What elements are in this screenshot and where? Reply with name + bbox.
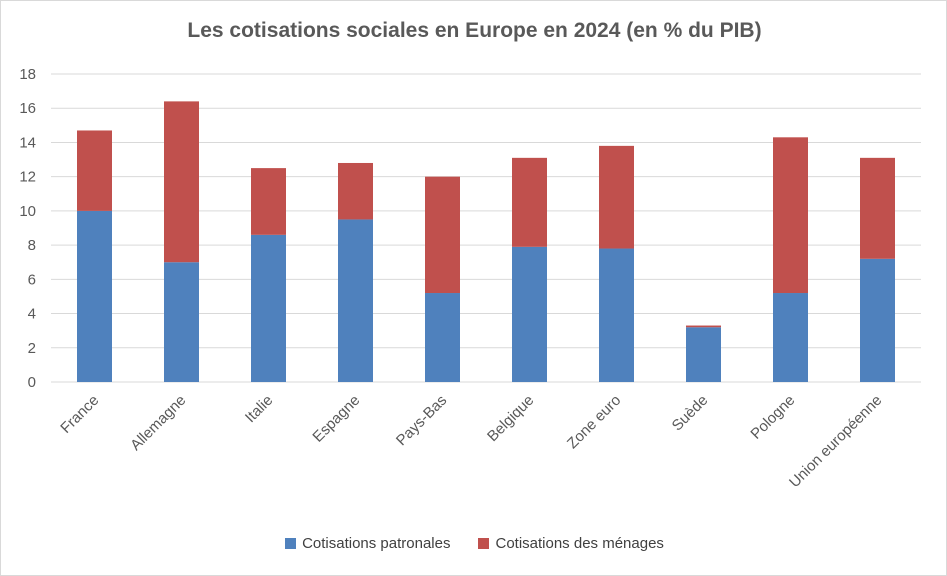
bar-menages-0 bbox=[77, 130, 112, 211]
bar-patronales-3 bbox=[338, 219, 373, 382]
x-tick-label-3: Espagne bbox=[309, 392, 363, 446]
chart-title: Les cotisations sociales en Europe en 20… bbox=[187, 19, 762, 42]
y-tick-label-10: 10 bbox=[19, 203, 36, 220]
y-tick-label-0: 0 bbox=[28, 374, 36, 391]
bar-patronales-9 bbox=[860, 258, 895, 382]
bar-menages-5 bbox=[512, 157, 547, 247]
x-tick-label-9: Union européenne bbox=[786, 392, 885, 491]
x-tick-label-8: Pologne bbox=[747, 392, 798, 443]
x-tick-label-0: France bbox=[57, 392, 102, 437]
bar-patronales-4 bbox=[425, 293, 460, 382]
legend: Cotisations patronales Cotisations des m… bbox=[1, 535, 947, 552]
bar-patronales-8 bbox=[773, 293, 808, 382]
legend-item-patronales: Cotisations patronales bbox=[285, 535, 450, 552]
legend-label-menages: Cotisations des ménages bbox=[495, 535, 664, 552]
bar-menages-2 bbox=[251, 168, 286, 235]
bar-patronales-0 bbox=[77, 210, 112, 382]
bar-menages-7 bbox=[686, 325, 721, 328]
bar-patronales-7 bbox=[686, 327, 721, 382]
bar-menages-9 bbox=[860, 157, 895, 259]
x-tick-label-6: Zone euro bbox=[564, 392, 624, 452]
legend-item-menages: Cotisations des ménages bbox=[478, 535, 664, 552]
legend-label-patronales: Cotisations patronales bbox=[302, 535, 451, 552]
x-tick-label-2: Italie bbox=[242, 392, 276, 426]
legend-swatch-patronales bbox=[285, 538, 297, 549]
y-tick-label-6: 6 bbox=[28, 271, 36, 288]
y-tick-label-14: 14 bbox=[19, 134, 36, 151]
legend-swatch-menages bbox=[478, 538, 490, 549]
x-tick-label-5: Belgique bbox=[484, 392, 537, 445]
bar-menages-6 bbox=[599, 145, 634, 249]
bar-patronales-1 bbox=[164, 262, 199, 382]
chart-plot: 0 2 4 6 8 10 12 14 16 18 France Allemagne Italie Espa… bbox=[19, 66, 921, 491]
bar-patronales-5 bbox=[512, 246, 547, 382]
y-tick-label-18: 18 bbox=[19, 66, 36, 83]
bar-patronales-2 bbox=[251, 234, 286, 382]
y-tick-label-16: 16 bbox=[19, 100, 36, 117]
y-tick-label-4: 4 bbox=[28, 306, 36, 323]
bar-menages-3 bbox=[338, 162, 373, 220]
x-tick-label-1: Allemagne bbox=[127, 392, 189, 454]
x-tick-label-4: Pays-Bas bbox=[393, 392, 450, 449]
x-tick-label-7: Suède bbox=[669, 392, 712, 435]
bar-menages-4 bbox=[425, 176, 460, 294]
bar-menages-8 bbox=[773, 137, 808, 294]
bar-menages-1 bbox=[164, 101, 199, 263]
y-tick-label-8: 8 bbox=[28, 237, 36, 254]
y-tick-label-12: 12 bbox=[19, 169, 36, 186]
y-tick-label-2: 2 bbox=[28, 340, 36, 357]
bar-patronales-6 bbox=[599, 248, 634, 382]
